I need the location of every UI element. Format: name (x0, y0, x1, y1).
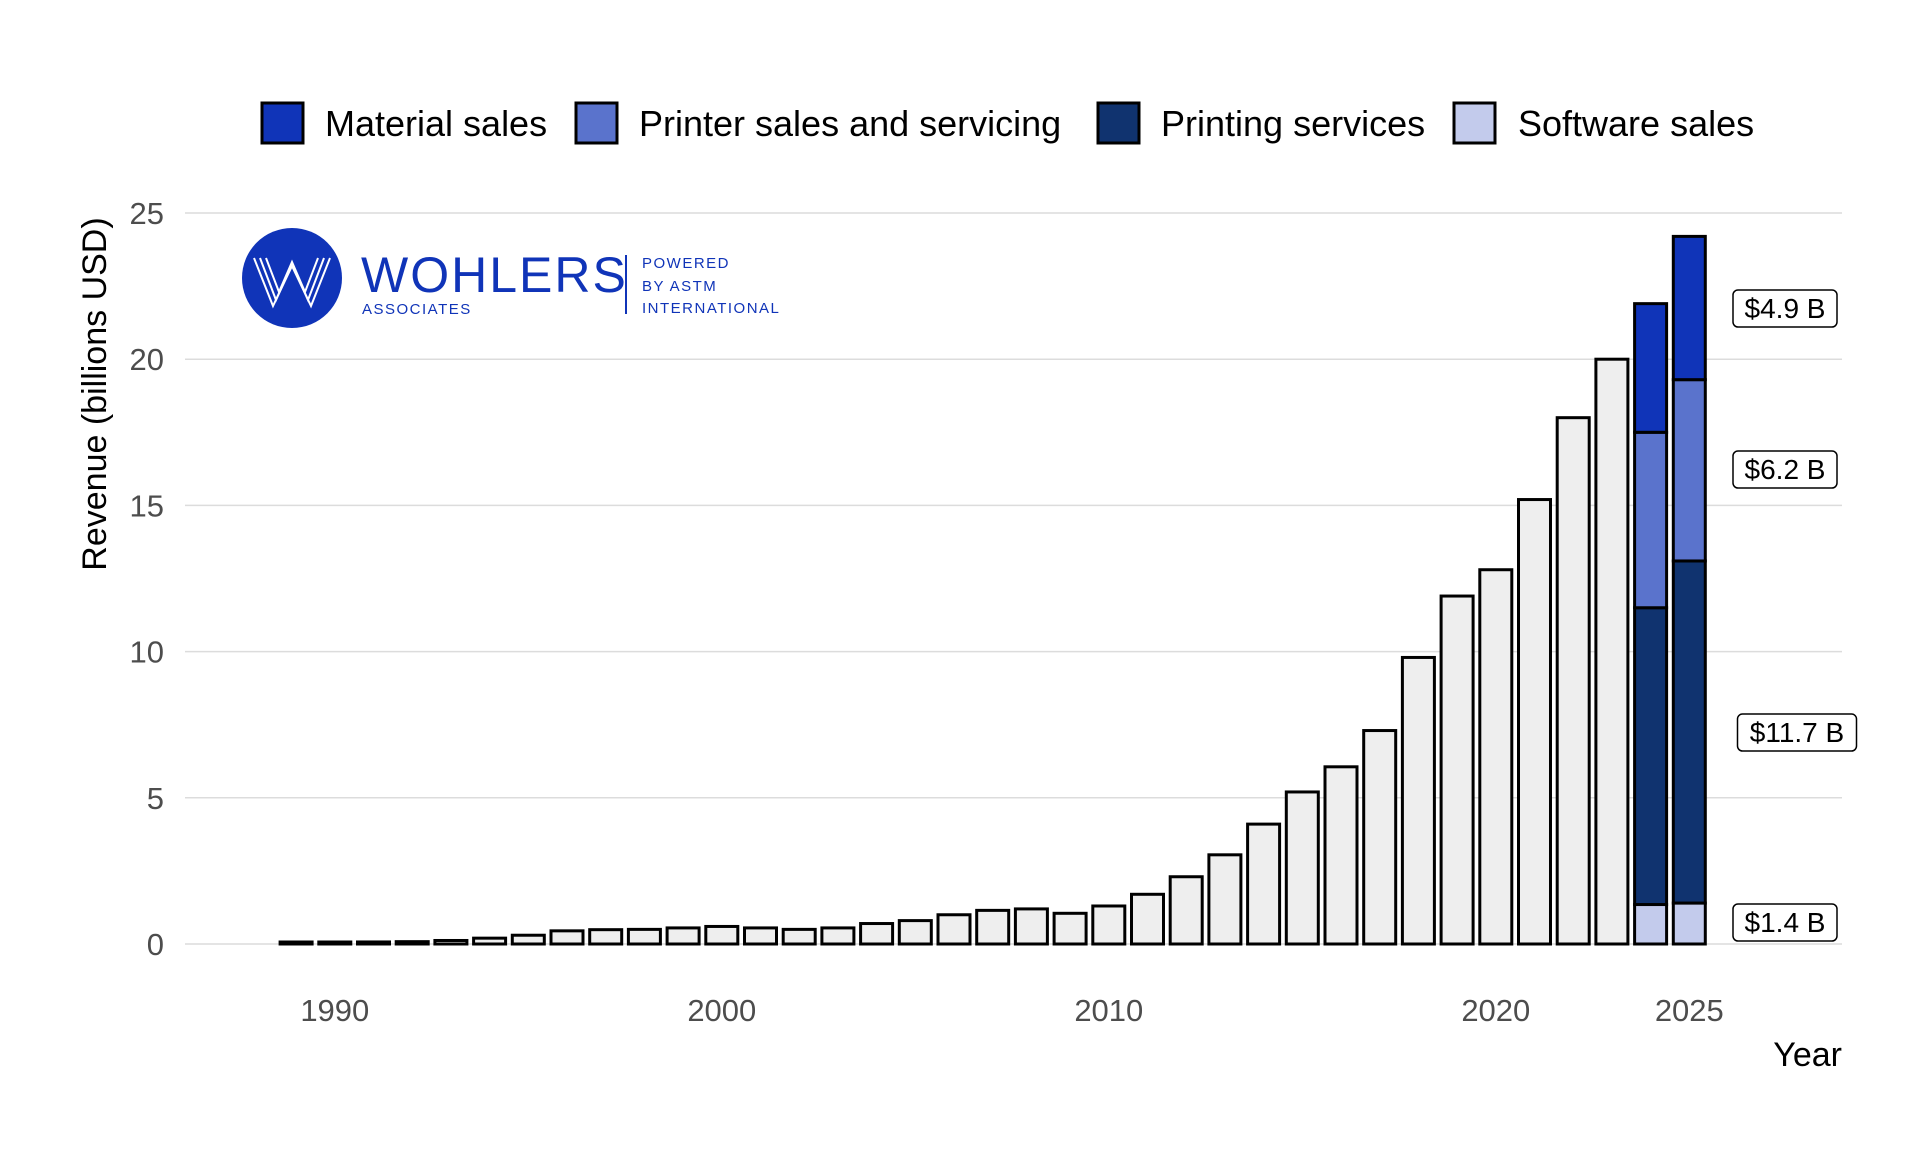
x-tick-label: 2000 (687, 993, 756, 1028)
bar-2025-material-sales (1671, 234, 1707, 382)
bar-2024-printer-sales-and-servicing (1633, 430, 1669, 610)
logo-powered-3: INTERNATIONAL (642, 300, 780, 317)
bar-1998 (626, 927, 662, 946)
bar-2018 (1400, 655, 1436, 946)
x-tick-label: 2010 (1074, 993, 1143, 1028)
bar-2016 (1323, 765, 1359, 946)
bar-1996 (549, 929, 585, 946)
bar-2002 (781, 927, 817, 946)
bar-2025-printer-sales-and-servicing (1671, 378, 1707, 563)
bar-2021 (1517, 498, 1552, 946)
x-tick-label: 2025 (1655, 993, 1724, 1028)
w-logo-icon (253, 257, 331, 309)
bar-2019 (1439, 594, 1475, 946)
legend-label: Software sales (1518, 103, 1754, 144)
bar-2005 (897, 919, 933, 946)
logo-powered-1: POWERED (642, 255, 730, 272)
x-axis-ticks: 1990 2000 2010 2020 2025 (300, 993, 1723, 1028)
logo-powered-2: BY ASTM (642, 278, 717, 295)
y-tick-label: 15 (130, 488, 164, 523)
y-tick-label: 25 (130, 196, 164, 231)
wohlers-logo: WOHLERS ASSOCIATES POWERED BY ASTM INTER… (242, 228, 780, 328)
legend-swatch (1452, 101, 1497, 145)
bar-1994 (472, 936, 508, 946)
bar-2010 (1091, 904, 1127, 946)
legend-swatch (1096, 101, 1141, 145)
y-axis-title: Revenue (billions USD) (76, 217, 114, 570)
bar-1997 (588, 928, 624, 946)
x-axis-title: Year (1773, 1036, 1842, 1074)
value-label: $1.4 B (1745, 907, 1826, 938)
legend-label: Printing services (1161, 103, 1425, 144)
legend: Material sales Printer sales and servicin… (260, 101, 1754, 145)
y-axis-ticks: 0 5 10 15 20 25 (130, 196, 164, 962)
value-label-box (1732, 450, 1838, 489)
legend-swatch (574, 101, 619, 145)
value-labels: $1.4 B $11.7 B $6.2 B $4.9 B (1732, 289, 1858, 942)
bar-2025-printing-services (1671, 559, 1707, 905)
grid (185, 212, 1842, 945)
y-tick-label: 5 (147, 781, 164, 816)
value-label: $4.9 B (1745, 293, 1826, 324)
bar-2012 (1168, 875, 1204, 946)
bar-2001 (743, 926, 778, 946)
bar-1993 (433, 938, 469, 946)
value-label: $6.2 B (1745, 454, 1826, 485)
value-label-box (1732, 289, 1838, 328)
bar-2022 (1555, 416, 1591, 946)
bar-1990 (317, 940, 353, 946)
x-tick-label: 1990 (300, 993, 369, 1028)
legend-label: Printer sales and servicing (639, 103, 1061, 144)
bar-1999 (665, 926, 701, 946)
value-label-box (1736, 713, 1858, 752)
bar-2000 (704, 924, 740, 946)
bar-2020 (1478, 568, 1514, 946)
bar-2023 (1594, 357, 1630, 946)
bar-2008 (1013, 907, 1049, 946)
bar-1991 (356, 940, 391, 946)
y-tick-label: 10 (130, 635, 164, 670)
legend-swatch (260, 101, 305, 145)
logo-sub: ASSOCIATES (362, 301, 472, 318)
bar-2025-software-sales (1671, 901, 1707, 946)
y-tick-label: 0 (147, 927, 164, 962)
bar-2013 (1207, 853, 1243, 946)
bar-1992 (394, 940, 430, 946)
logo-name: WOHLERS (361, 247, 628, 303)
bar-2024-printing-services (1633, 606, 1669, 907)
bar-1989 (278, 940, 314, 946)
bar-2011 (1130, 892, 1165, 946)
bar-2006 (936, 913, 972, 946)
value-label-box (1732, 903, 1838, 942)
legend-label: Material sales (325, 103, 547, 144)
bar-2007 (975, 908, 1011, 946)
bars (278, 234, 1707, 946)
bar-2017 (1362, 729, 1398, 946)
bar-2003 (820, 926, 856, 946)
bar-2004 (859, 922, 895, 946)
bar-2024-software-sales (1633, 903, 1669, 946)
x-tick-label: 2020 (1461, 993, 1530, 1028)
bar-2024-material-sales (1633, 302, 1669, 434)
bar-2015 (1284, 790, 1320, 946)
y-tick-label: 20 (130, 342, 164, 377)
bar-2014 (1246, 822, 1282, 946)
value-label: $11.7 B (1750, 717, 1844, 748)
bar-2009 (1052, 911, 1088, 946)
bar-1995 (510, 933, 546, 946)
